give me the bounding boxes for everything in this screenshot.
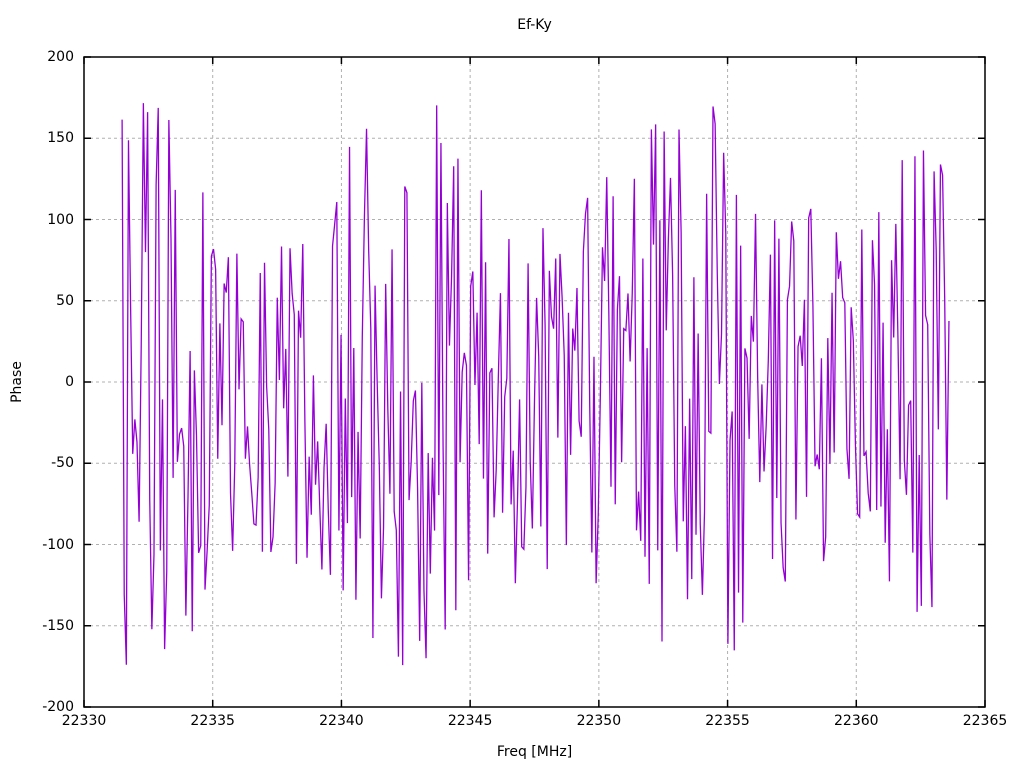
y-tick-label: -150 [42, 617, 74, 634]
plot-border [83, 56, 986, 708]
x-tick-label: 22355 [705, 713, 750, 729]
y-tick-label: -50 [51, 455, 74, 472]
chart-title: Ef-Ky [517, 17, 552, 33]
y-tick-label: 50 [56, 292, 74, 309]
x-tick-label: 22330 [61, 713, 107, 729]
y-tick-label: 100 [47, 211, 74, 228]
y-tick-label: -200 [42, 699, 74, 715]
y-tick-label: 0 [65, 374, 74, 390]
x-tick-label: 22345 [447, 713, 493, 729]
x-tick-label: 22365 [962, 713, 1008, 729]
y-tick-label: 150 [47, 130, 74, 147]
x-tick-label: 22340 [319, 713, 364, 729]
data-series-line [121, 103, 950, 666]
y-tick-label: -100 [42, 536, 74, 553]
x-tick-label: 22360 [834, 713, 879, 729]
x-tick-label: 22350 [576, 713, 622, 729]
y-tick-label: 200 [47, 49, 74, 65]
x-tick-label: 22335 [190, 713, 235, 729]
x-axis-label: Freq [MHz] [496, 744, 573, 760]
